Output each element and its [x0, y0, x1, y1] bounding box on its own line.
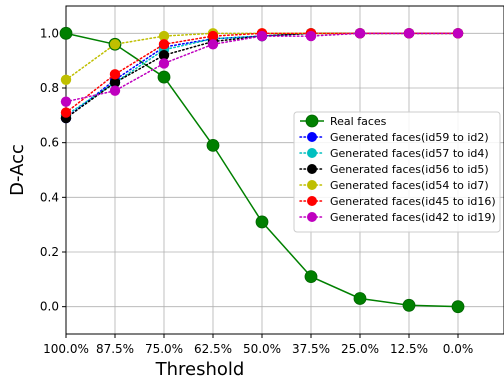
y-tick-label: 0.4 — [40, 190, 59, 204]
data-point — [451, 300, 465, 314]
data-point — [158, 58, 170, 69]
legend-label: Generated faces(id59 to id2) — [330, 131, 489, 144]
legend-marker — [305, 114, 319, 128]
x-tick-label: 50.0% — [243, 342, 281, 356]
legend-item: Generated faces(id56 to id5) — [299, 163, 489, 176]
legend-item: Generated faces(id42 to id19) — [299, 211, 496, 224]
data-point — [60, 96, 72, 107]
legend-marker — [307, 164, 317, 174]
legend-label: Generated faces(id54 to id7) — [330, 179, 489, 192]
data-point — [60, 107, 72, 118]
data-point — [158, 50, 170, 61]
legend-marker — [307, 148, 317, 158]
legend: Real faces Generated faces(id59 to id2) Ge… — [293, 111, 501, 233]
x-tick-label: 0.0% — [443, 342, 474, 356]
legend-marker — [307, 180, 317, 190]
data-point — [157, 70, 171, 84]
data-point — [109, 39, 121, 50]
axis-ticks: 100.0% 87.5% 75.0% 62.5% 50.0% 37.5% 25.0% 12.5… — [40, 26, 473, 356]
y-axis-label: D-Acc — [7, 144, 28, 196]
legend-marker — [307, 196, 317, 206]
x-tick-label: 12.5% — [390, 342, 428, 356]
data-point — [109, 85, 121, 96]
legend-item: Generated faces(id59 to id2) — [299, 131, 489, 144]
x-axis-label: Threshold — [155, 359, 245, 380]
data-point — [109, 69, 121, 80]
legend-item: Generated faces(id57 to id4) — [299, 147, 489, 160]
data-point — [256, 30, 268, 42]
data-point — [60, 74, 72, 86]
data-point — [109, 77, 121, 88]
data-point — [402, 298, 416, 312]
x-tick-label: 37.5% — [292, 342, 330, 356]
data-point — [354, 28, 366, 39]
data-point — [207, 30, 219, 42]
data-point — [206, 138, 220, 152]
y-tick-label: 0.6 — [40, 136, 59, 150]
x-tick-label: 75.0% — [145, 342, 183, 356]
legend-label: Generated faces(id56 to id5) — [330, 163, 489, 176]
y-tick-label: 0.8 — [40, 81, 59, 95]
legend-item: Generated faces(id45 to id16) — [299, 195, 496, 208]
data-point — [207, 39, 219, 50]
legend-box — [293, 111, 501, 233]
data-point — [59, 26, 73, 40]
legend-label: Generated faces(id42 to id19) — [330, 211, 496, 224]
plot-frame — [65, 5, 504, 335]
legend-label: Generated faces(id57 to id4) — [330, 147, 489, 160]
legend-item: Generated faces(id54 to id7) — [299, 179, 489, 192]
series-layer — [59, 26, 465, 314]
legend-item: Real faces — [300, 114, 387, 128]
x-tick-label: 100.0% — [43, 342, 89, 356]
data-point — [305, 30, 317, 42]
data-point — [403, 28, 415, 39]
y-tick-label: 0.2 — [40, 245, 59, 259]
y-tick-label: 0.0 — [40, 300, 59, 314]
legend-marker — [307, 212, 317, 222]
y-tick-label: 1.0 — [40, 26, 59, 40]
data-point — [255, 215, 269, 229]
x-tick-label: 87.5% — [96, 342, 134, 356]
legend-marker — [307, 132, 317, 142]
data-point — [304, 270, 318, 284]
data-point — [158, 39, 170, 50]
data-point — [452, 28, 464, 39]
data-point — [353, 292, 367, 305]
legend-label: Real faces — [330, 115, 387, 128]
data-point — [158, 30, 170, 42]
x-tick-label: 62.5% — [194, 342, 232, 356]
x-tick-label: 25.0% — [341, 342, 379, 356]
legend-label: Generated faces(id45 to id16) — [330, 195, 496, 208]
series-7 — [60, 28, 464, 107]
